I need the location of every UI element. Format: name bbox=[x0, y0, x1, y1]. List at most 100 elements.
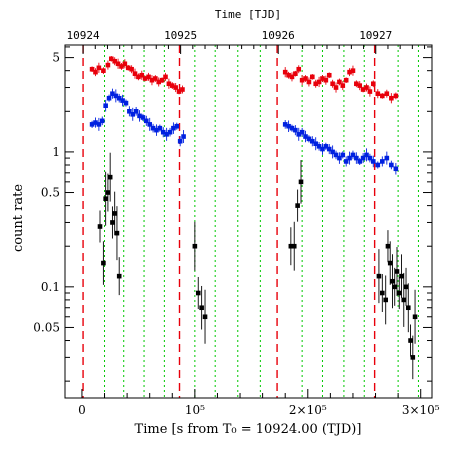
data-point bbox=[146, 74, 151, 80]
data-point bbox=[380, 159, 385, 164]
data-point bbox=[370, 159, 376, 164]
data-point bbox=[405, 305, 411, 311]
data-point bbox=[360, 87, 366, 92]
series-2 bbox=[89, 88, 399, 175]
data-point bbox=[129, 66, 134, 72]
y-tick-label: 1 bbox=[52, 145, 60, 159]
data-point bbox=[340, 83, 346, 88]
data-point bbox=[108, 56, 114, 62]
data-point bbox=[166, 81, 172, 87]
data-point bbox=[393, 166, 399, 172]
series-1 bbox=[89, 55, 399, 104]
data-point bbox=[375, 91, 381, 97]
data-point bbox=[174, 123, 180, 129]
data-point bbox=[106, 95, 112, 101]
data-point bbox=[89, 122, 95, 127]
data-point bbox=[350, 68, 356, 73]
x-tick-label: 3×10⁵ bbox=[402, 403, 440, 417]
data-point bbox=[164, 132, 169, 137]
data-point bbox=[169, 83, 175, 88]
data-point bbox=[354, 155, 359, 161]
data-point bbox=[199, 305, 204, 311]
data-point bbox=[326, 72, 332, 78]
data-point bbox=[195, 290, 201, 296]
data-point bbox=[105, 190, 111, 195]
data-point bbox=[149, 77, 155, 83]
data-point bbox=[354, 81, 359, 87]
data-point bbox=[147, 122, 152, 127]
top-tick-label: 10924 bbox=[67, 29, 100, 42]
data-point bbox=[116, 95, 122, 101]
data-point bbox=[360, 155, 366, 161]
data-point bbox=[389, 162, 394, 168]
data-point bbox=[298, 179, 304, 185]
data-point bbox=[357, 159, 363, 164]
data-point bbox=[110, 220, 115, 225]
y-tick-label: 5 bbox=[52, 51, 60, 65]
data-point bbox=[93, 69, 98, 75]
x-axis-title: Time [s from T₀ = 10924.00 (TJD)] bbox=[135, 422, 362, 437]
data-point bbox=[123, 100, 129, 106]
data-point bbox=[412, 314, 418, 320]
top-tick-label: 10925 bbox=[164, 29, 197, 42]
data-point bbox=[107, 174, 113, 180]
data-point bbox=[119, 64, 124, 69]
top-axis-title: Time [TJD] bbox=[215, 8, 281, 21]
tick-labels: 0 10⁵ 2×10⁵ 3×10⁵ 0.05 0.1 0.5 1 5 10924 10925 1092… bbox=[33, 29, 439, 417]
data-point bbox=[167, 129, 173, 135]
data-point bbox=[181, 134, 186, 139]
data-point bbox=[343, 77, 349, 83]
data-point bbox=[376, 273, 382, 279]
data-point bbox=[122, 61, 128, 67]
data-point bbox=[384, 91, 390, 97]
data-point bbox=[112, 211, 117, 216]
data-point bbox=[130, 112, 136, 117]
series-3 bbox=[97, 152, 418, 380]
data-point bbox=[282, 122, 288, 127]
y-axis-title: count rate bbox=[11, 184, 26, 252]
data-point bbox=[286, 123, 291, 129]
data-point bbox=[176, 89, 182, 94]
data-point bbox=[202, 314, 208, 320]
data-point bbox=[137, 113, 142, 119]
data-point bbox=[370, 81, 376, 87]
data-point bbox=[387, 260, 393, 266]
data-point bbox=[157, 125, 163, 131]
data-point bbox=[375, 162, 381, 168]
guide-lines bbox=[82, 45, 419, 398]
data-point bbox=[394, 269, 400, 274]
data-point bbox=[120, 98, 125, 103]
data-point bbox=[299, 129, 305, 135]
data-point bbox=[313, 81, 318, 87]
data-point bbox=[303, 76, 308, 81]
data-point bbox=[156, 79, 162, 85]
data-point bbox=[323, 77, 329, 83]
data-point bbox=[323, 144, 329, 149]
data-point bbox=[383, 297, 389, 303]
data-point bbox=[380, 93, 385, 99]
data-point bbox=[306, 136, 312, 142]
data-point bbox=[171, 125, 176, 131]
data-point bbox=[153, 76, 158, 81]
data-point bbox=[364, 152, 369, 158]
data-point bbox=[299, 77, 305, 83]
data-point bbox=[140, 115, 146, 120]
y-tick-label: 0.1 bbox=[41, 280, 60, 294]
data-point bbox=[282, 69, 288, 75]
data-point bbox=[296, 66, 302, 72]
data-point bbox=[127, 108, 132, 114]
data-point bbox=[177, 138, 183, 144]
data-point bbox=[350, 152, 356, 158]
data-point bbox=[306, 79, 312, 85]
data-point bbox=[192, 243, 198, 249]
data-point bbox=[326, 146, 332, 152]
data-point bbox=[125, 65, 131, 71]
data-point bbox=[347, 69, 352, 75]
data-point bbox=[103, 103, 108, 109]
top-tick-label: 10926 bbox=[262, 29, 295, 42]
data-point bbox=[289, 125, 295, 131]
data-point bbox=[103, 196, 108, 202]
x-tick-label: 0 bbox=[78, 403, 86, 417]
data-point bbox=[310, 138, 315, 144]
data-point bbox=[293, 71, 298, 76]
